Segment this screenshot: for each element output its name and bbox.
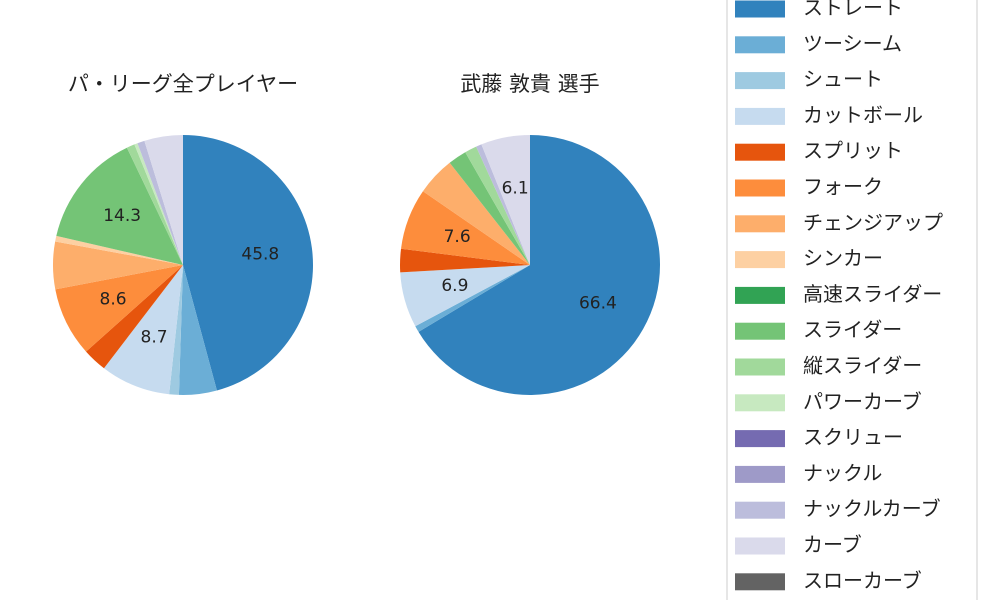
legend-label: スプリット	[803, 139, 903, 163]
pie-slice	[178, 265, 217, 395]
pie-title: 武藤 敦貴 選手	[460, 72, 599, 96]
pie-slice	[183, 135, 313, 391]
pie-slice	[134, 143, 183, 265]
pie-slice	[55, 265, 183, 352]
data-label: 45.8	[241, 245, 279, 265]
pie-slice	[137, 140, 183, 265]
legend-swatch	[735, 72, 785, 90]
legend-label: フォーク	[803, 175, 883, 199]
legend-label: シンカー	[803, 246, 883, 270]
data-label: 14.3	[103, 206, 141, 226]
pie-slice	[418, 135, 660, 395]
pie-slice	[86, 265, 183, 369]
legend-swatch	[735, 0, 785, 18]
data-label: 66.4	[579, 293, 617, 313]
pie-slice	[103, 265, 183, 395]
legend-swatch	[735, 179, 785, 197]
data-label: 6.9	[441, 276, 468, 296]
legend-swatch	[735, 430, 785, 448]
legend-label: チェンジアップ	[803, 210, 943, 234]
legend-label: スローカーブ	[803, 568, 922, 592]
pie-slice	[481, 135, 530, 265]
pie-slice	[415, 265, 530, 332]
pie-slice	[55, 235, 183, 265]
pie-slice	[422, 162, 530, 265]
legend-swatch	[735, 394, 785, 412]
legend-label: ストレート	[803, 0, 903, 20]
legend-swatch	[735, 573, 785, 591]
legend-swatch	[735, 501, 785, 519]
data-label: 6.1	[502, 178, 529, 198]
legend-label: 縦スライダー	[803, 354, 922, 378]
legend-swatch	[735, 251, 785, 269]
legend-box	[726, 0, 978, 600]
pie-slice	[56, 147, 183, 265]
legend-label: スクリュー	[803, 425, 903, 449]
data-label: 7.6	[444, 227, 471, 247]
legend-label: ナックル	[803, 461, 882, 485]
pie-slice	[126, 144, 183, 265]
legend-swatch	[735, 537, 785, 555]
legend-label: パワーカーブ	[803, 389, 922, 413]
pie-slice	[400, 248, 530, 273]
data-label: 8.6	[100, 290, 127, 310]
data-label: 8.7	[141, 327, 168, 347]
pie-title: パ・リーグ全プレイヤー	[68, 72, 298, 96]
legend-label: ナックルカーブ	[803, 497, 941, 521]
legend-swatch	[735, 358, 785, 376]
legend-swatch	[735, 143, 785, 161]
pie-slice	[449, 152, 530, 265]
pie-slice	[476, 144, 530, 265]
legend-swatch	[735, 322, 785, 340]
legend-label: カーブ	[803, 533, 862, 557]
pie-slice	[465, 146, 530, 265]
legend-label: シュート	[803, 67, 883, 91]
legend-swatch	[735, 465, 785, 483]
pie-slice	[53, 241, 183, 290]
legend-swatch	[735, 107, 785, 125]
pie-slice	[400, 265, 530, 327]
legend-label: スライダー	[803, 318, 902, 342]
legend-swatch	[735, 286, 785, 304]
legend-label: ツーシーム	[803, 31, 902, 55]
legend-label: 高速スライダー	[803, 282, 942, 306]
legend-swatch	[735, 36, 785, 54]
pie-slice	[144, 135, 183, 265]
pie-slice	[169, 265, 183, 395]
pie-slice	[401, 191, 530, 265]
legend-label: カットボール	[803, 103, 923, 127]
legend-swatch	[735, 215, 785, 233]
